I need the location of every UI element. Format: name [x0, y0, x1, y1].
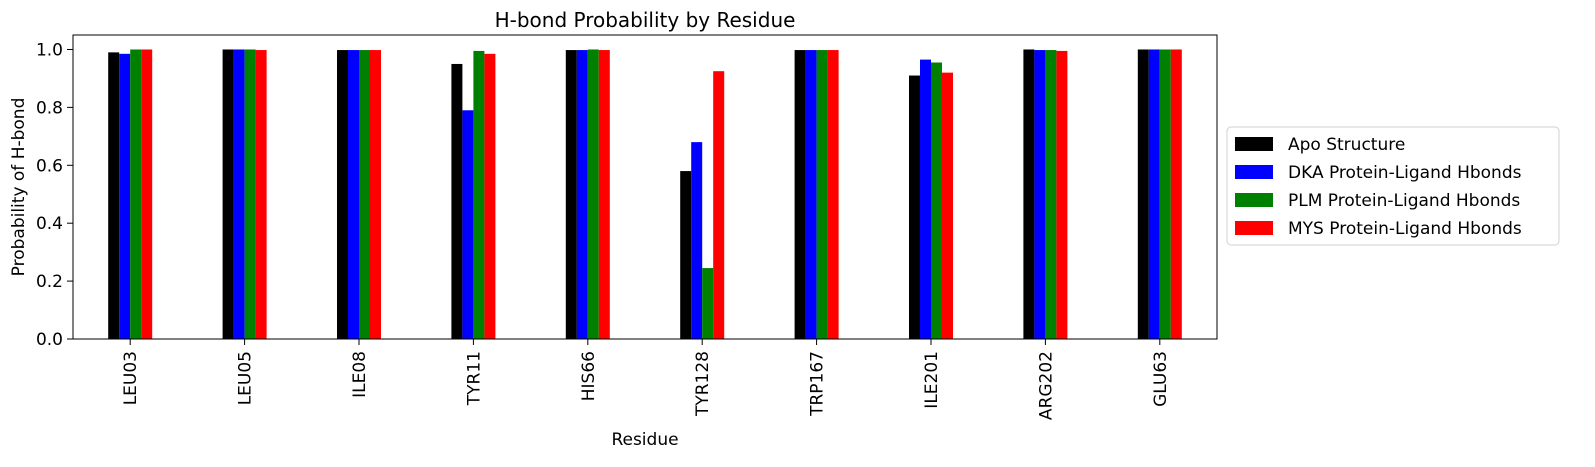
legend-swatch [1235, 165, 1273, 179]
x-tick-label: ILE201 [922, 351, 942, 409]
y-tick-label: 0.0 [36, 330, 63, 350]
bar-tyr128-series-2 [691, 142, 703, 339]
chart-title: H-bond Probability by Residue [495, 8, 796, 32]
y-tick-label: 0.6 [36, 156, 63, 176]
bar-tyr11-series-4 [484, 53, 496, 340]
x-tick-label: TYR128 [693, 351, 713, 417]
bar-ile201-series-2 [920, 59, 931, 339]
bar-ile201-series-4 [942, 72, 953, 339]
bar-leu05-series-1 [222, 49, 234, 339]
x-tick-label: ARG202 [1036, 351, 1056, 420]
legend-swatch [1235, 137, 1273, 151]
bars-group [108, 49, 1182, 340]
x-tick-label: TRP167 [808, 351, 828, 417]
bar-arg202-series-4 [1056, 50, 1068, 340]
bar-trp167-series-3 [816, 50, 828, 339]
bar-tyr128-series-3 [702, 268, 714, 339]
y-tick-label: 0.2 [36, 272, 63, 292]
bar-leu03-series-1 [108, 52, 120, 339]
bar-his66-series-1 [565, 50, 577, 339]
legend-label: MYS Protein-Ligand Hbonds [1288, 219, 1522, 239]
x-tick-label: GLU63 [1151, 351, 1171, 407]
y-tick-label: 1.0 [36, 40, 63, 60]
x-tick-label: LEU05 [236, 351, 256, 405]
legend: Apo Structure DKA Protein-Ligand Hbonds PL… [1226, 126, 1560, 246]
bar-leu03-series-4 [141, 49, 153, 339]
bar-tyr11-series-3 [473, 50, 485, 340]
bar-tyr11-series-2 [462, 110, 474, 340]
y-tick-label: 0.4 [36, 214, 63, 234]
bar-arg202-series-1 [1023, 49, 1035, 339]
legend-box [1226, 126, 1560, 246]
legend-label: Apo Structure [1288, 135, 1405, 155]
legend-label: DKA Protein-Ligand Hbonds [1288, 163, 1522, 183]
bar-ile08-series-1 [337, 50, 348, 339]
bar-ile201-series-3 [931, 62, 942, 339]
bar-his66-series-3 [587, 49, 599, 339]
bar-trp167-series-1 [794, 50, 806, 339]
x-tick-label: ILE08 [350, 351, 370, 398]
plot-frame [72, 34, 1218, 340]
y-axis: 0.0 0.2 0.4 0.6 0.8 1.0 [36, 40, 73, 350]
legend-swatch [1235, 221, 1273, 235]
bar-ile08-series-2 [348, 50, 359, 339]
bar-tyr11-series-1 [451, 63, 463, 339]
bar-leu05-series-4 [255, 50, 267, 339]
bar-glu63-series-2 [1148, 49, 1160, 339]
y-axis-label: Probability of H-bond [9, 98, 29, 277]
legend-label: PLM Protein-Ligand Hbonds [1288, 191, 1520, 211]
x-axis-label: Residue [611, 430, 678, 450]
bar-ile08-series-3 [359, 50, 370, 339]
bar-glu63-series-4 [1170, 49, 1182, 339]
bar-trp167-series-2 [805, 50, 817, 339]
x-axis: LEU03 LEU05 ILE08 TYR11 HIS66 TYR128 TRP167 ILE… [121, 339, 1171, 420]
x-tick-label: HIS66 [579, 351, 599, 401]
bar-tyr128-series-4 [713, 71, 725, 339]
x-tick-label: TYR11 [464, 351, 484, 406]
bar-arg202-series-2 [1034, 50, 1046, 339]
bar-leu03-series-2 [119, 53, 131, 340]
legend-swatch [1235, 193, 1273, 207]
bar-leu03-series-3 [130, 49, 142, 339]
bar-trp167-series-4 [827, 50, 839, 339]
bar-glu63-series-3 [1159, 49, 1171, 339]
y-tick-label: 0.8 [36, 98, 63, 118]
x-tick-label: LEU03 [121, 351, 141, 405]
bar-his66-series-2 [576, 50, 588, 339]
bar-ile201-series-1 [909, 75, 920, 340]
bar-leu05-series-3 [244, 49, 256, 339]
bar-ile08-series-4 [370, 50, 381, 339]
bar-tyr128-series-1 [680, 171, 692, 339]
bar-glu63-series-1 [1137, 49, 1149, 339]
bar-arg202-series-3 [1045, 50, 1057, 339]
bar-leu05-series-2 [233, 49, 245, 339]
bar-his66-series-4 [598, 50, 610, 339]
